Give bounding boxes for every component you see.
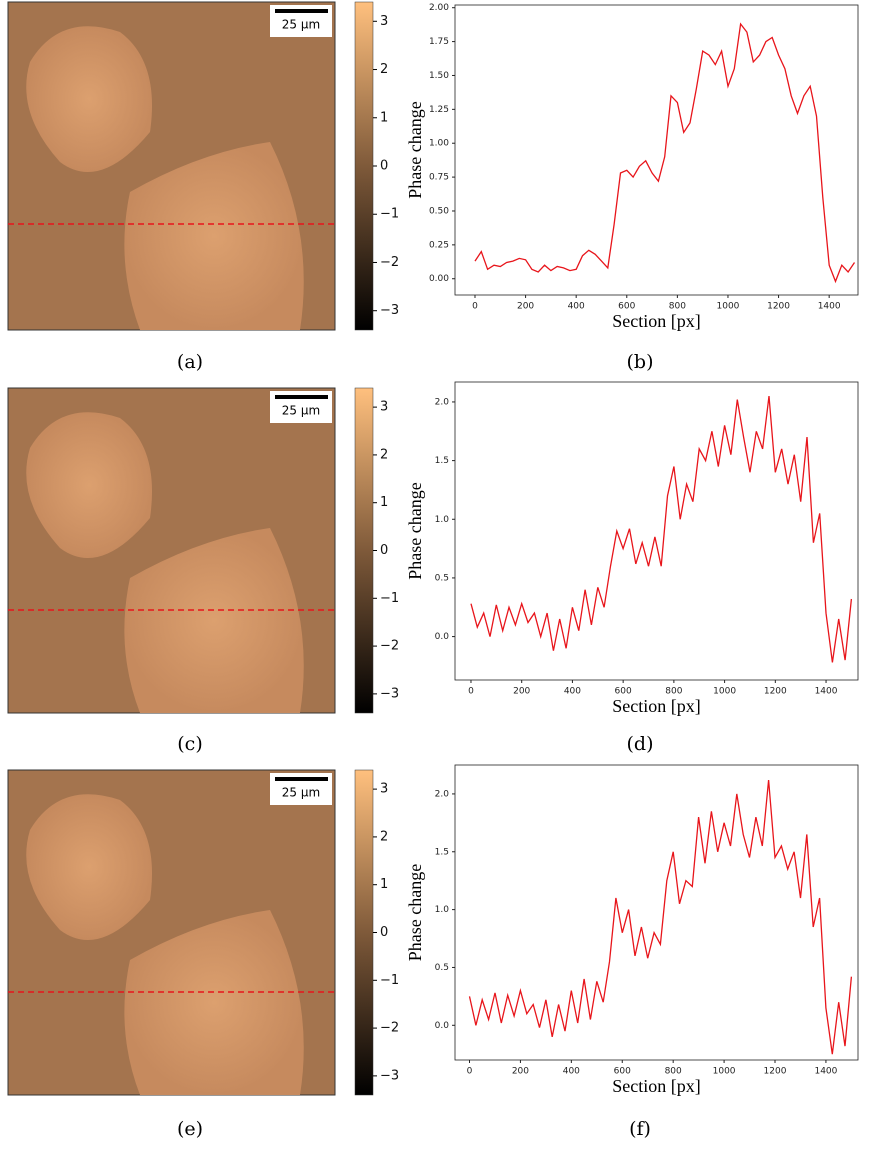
caption: (d) xyxy=(627,733,654,755)
colorbar-tick-label: −1 xyxy=(380,207,399,222)
x-tick-label: 200 xyxy=(512,1067,529,1077)
x-tick-label: 0 xyxy=(472,302,478,312)
colorbar xyxy=(354,387,374,714)
plot-frame xyxy=(454,4,859,296)
cell xyxy=(124,528,304,713)
scale-label: 25 µm xyxy=(282,404,320,418)
y-tick-label: 2.0 xyxy=(435,789,450,799)
x-tick-label: 800 xyxy=(665,1067,682,1077)
x-tick-label: 200 xyxy=(517,302,534,312)
y-axis-label: Phase change xyxy=(405,101,425,198)
plot-frame xyxy=(454,764,859,1061)
y-tick-label: 1.00 xyxy=(429,139,449,149)
caption: (a) xyxy=(177,351,203,373)
caption: (c) xyxy=(177,733,202,755)
colorbar-tick-label: 3 xyxy=(380,782,388,797)
x-tick-label: 600 xyxy=(618,302,635,312)
colorbar-tick-label: −3 xyxy=(380,303,399,318)
y-tick-label: 0.75 xyxy=(429,173,449,183)
x-tick-label: 600 xyxy=(615,687,632,697)
colorbar xyxy=(354,1,374,331)
x-tick-label: 0 xyxy=(467,1067,473,1077)
cell xyxy=(26,26,152,173)
colorbar-tick-label: 2 xyxy=(380,447,388,462)
y-tick-label: 0.5 xyxy=(435,963,449,973)
x-tick-label: 1200 xyxy=(767,302,790,312)
y-tick-label: 1.0 xyxy=(435,515,450,525)
y-tick-label: 0.00 xyxy=(429,274,449,284)
colorbar-tick-label: 0 xyxy=(380,543,388,558)
y-tick-label: 1.25 xyxy=(429,105,449,115)
cell xyxy=(26,794,152,940)
scale-label: 25 µm xyxy=(282,18,320,32)
colorbar-tick-label: 1 xyxy=(380,495,388,510)
cell xyxy=(124,910,304,1095)
x-axis-label: Section [px] xyxy=(612,1076,700,1096)
y-axis-label: Phase change xyxy=(405,482,425,579)
x-tick-label: 800 xyxy=(669,302,686,312)
x-tick-label: 1200 xyxy=(764,687,787,697)
colorbar-tick-label: 0 xyxy=(380,925,388,940)
y-tick-label: 0.0 xyxy=(435,1021,450,1031)
cell xyxy=(124,142,304,330)
x-tick-label: 400 xyxy=(564,687,581,697)
x-tick-label: 400 xyxy=(568,302,585,312)
x-tick-label: 1000 xyxy=(713,1067,736,1077)
y-axis-label: Phase change xyxy=(405,864,425,961)
y-tick-label: 1.75 xyxy=(429,37,449,47)
colorbar-tick-label: −1 xyxy=(380,973,399,988)
colorbar-tick-label: −3 xyxy=(380,686,399,701)
profile-line xyxy=(468,779,853,1055)
caption: (f) xyxy=(629,1118,651,1140)
profile-line xyxy=(474,22,856,284)
x-tick-label: 800 xyxy=(665,687,682,697)
x-tick-label: 1200 xyxy=(764,1067,787,1077)
y-tick-label: 1.5 xyxy=(435,456,449,466)
y-tick-label: 1.50 xyxy=(429,71,449,81)
x-tick-label: 400 xyxy=(563,1067,580,1077)
x-tick-label: 600 xyxy=(614,1067,631,1077)
caption: (e) xyxy=(177,1118,203,1140)
colorbar-tick-label: −2 xyxy=(380,639,399,654)
x-tick-label: 1400 xyxy=(815,687,838,697)
colorbar xyxy=(354,769,374,1096)
x-axis-label: Section [px] xyxy=(612,311,700,331)
x-tick-label: 1000 xyxy=(713,687,736,697)
colorbar-tick-label: −3 xyxy=(380,1068,399,1083)
colorbar-tick-label: 1 xyxy=(380,110,388,125)
x-axis-label: Section [px] xyxy=(612,696,700,716)
colorbar-tick-label: 0 xyxy=(380,159,388,174)
x-tick-label: 1400 xyxy=(814,1067,837,1077)
y-tick-label: 0.5 xyxy=(435,573,449,583)
colorbar-tick-label: −1 xyxy=(380,591,399,606)
y-tick-label: 0.50 xyxy=(429,206,449,216)
colorbar-tick-label: 1 xyxy=(380,877,388,892)
plot-frame xyxy=(454,381,859,681)
y-tick-label: 0.0 xyxy=(435,632,450,642)
y-tick-label: 0.25 xyxy=(429,240,449,250)
y-tick-label: 2.00 xyxy=(429,3,449,13)
scale-label: 25 µm xyxy=(282,786,320,800)
x-tick-label: 1000 xyxy=(717,302,740,312)
colorbar-tick-label: 3 xyxy=(380,400,388,415)
y-tick-label: 2.0 xyxy=(435,397,450,407)
colorbar-tick-label: 3 xyxy=(380,14,388,29)
y-tick-label: 1.5 xyxy=(435,847,449,857)
colorbar-tick-label: −2 xyxy=(380,255,399,270)
colorbar-tick-label: 2 xyxy=(380,62,388,77)
x-tick-label: 200 xyxy=(513,687,530,697)
y-tick-label: 1.0 xyxy=(435,905,450,915)
profile-line xyxy=(470,396,853,663)
colorbar-tick-label: −2 xyxy=(380,1021,399,1036)
colorbar-tick-label: 2 xyxy=(380,829,388,844)
x-tick-label: 0 xyxy=(468,687,474,697)
x-tick-label: 1400 xyxy=(818,302,841,312)
cell xyxy=(26,412,152,558)
caption: (b) xyxy=(627,351,654,373)
